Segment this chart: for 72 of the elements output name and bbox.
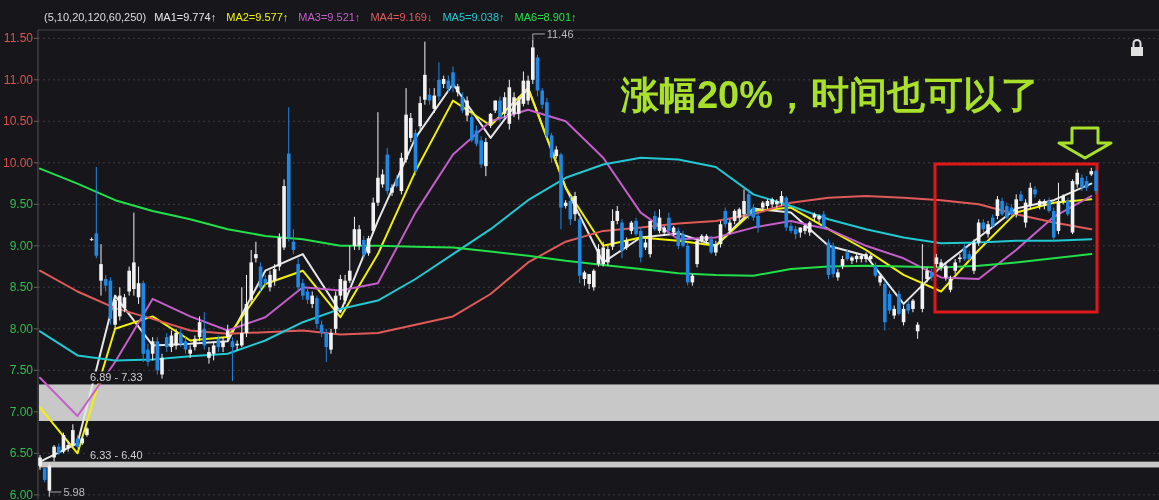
annotation: 11.46 <box>532 27 574 41</box>
candlestick <box>117 286 122 322</box>
candlestick <box>676 227 681 250</box>
candlestick <box>343 274 347 305</box>
candlestick <box>498 95 502 122</box>
candlestick <box>324 328 329 363</box>
y-tick-label: 9.50 <box>9 197 34 212</box>
y-tick-label: 10.50 <box>2 114 34 129</box>
candlestick <box>221 336 225 353</box>
candlestick <box>202 311 207 351</box>
candlestick <box>709 235 713 255</box>
candlestick <box>878 273 882 287</box>
candlestick <box>390 183 394 197</box>
candlestick <box>1094 168 1098 195</box>
candlestick <box>211 340 216 361</box>
y-tick-label: 6.50 <box>9 446 34 461</box>
y-tick-label: 9.00 <box>9 238 34 253</box>
candlestick <box>160 353 164 380</box>
candlestick <box>254 241 258 263</box>
legend: (5,10,20,120,60,250) MA1=9.774↑ MA2=9.577↑ MA3=9.521↑ MA4=9.169↓ MA5=9.038↑ MA6=8.901↑ <box>44 11 577 23</box>
candlestick <box>357 224 361 251</box>
candlestick <box>193 334 197 351</box>
candlestick <box>728 218 732 235</box>
candlestick <box>437 61 441 102</box>
y-tick-label: 10.00 <box>2 155 34 170</box>
annotation: 5.98 <box>48 486 85 498</box>
y-tick-label: 11.00 <box>3 72 34 87</box>
candlestick <box>723 207 728 229</box>
y-tick-label: 11.50 <box>3 31 34 46</box>
candlestick <box>1066 197 1070 217</box>
candlestick <box>756 212 760 234</box>
candlestick <box>836 268 840 282</box>
candlestick <box>817 213 821 224</box>
candlestick <box>1014 193 1019 219</box>
y-tick-label: 6.00 <box>9 487 34 500</box>
candlestick <box>1061 193 1065 205</box>
annotation: 11.46 <box>546 27 574 40</box>
band-label: 6.89 - 7.33 <box>88 371 145 384</box>
candlestick <box>268 270 272 292</box>
candlestick <box>99 243 103 297</box>
candlestick <box>1033 185 1037 199</box>
candlestick <box>850 255 854 265</box>
candlestick <box>897 290 901 317</box>
candlestick <box>742 188 746 218</box>
candlestick <box>667 212 671 234</box>
candlestick <box>653 210 657 232</box>
y-tick-label: 7.00 <box>9 404 34 419</box>
candlestick <box>958 253 962 263</box>
candlestick <box>925 266 929 283</box>
y-tick-label: 8.00 <box>9 321 34 336</box>
candlestick <box>469 112 474 143</box>
candlestick <box>615 205 620 225</box>
candlestick <box>418 95 422 131</box>
candlestick <box>347 245 352 284</box>
candlestick <box>71 423 75 448</box>
y-tick-label: 7.50 <box>9 363 34 378</box>
candlestick <box>164 332 169 353</box>
y-tick-label: 8.50 <box>9 280 34 295</box>
candlestick <box>821 210 826 230</box>
candlestick <box>362 235 366 259</box>
candlestick <box>451 66 455 93</box>
candlestick <box>207 346 211 365</box>
candlestick <box>432 87 437 114</box>
candlestick <box>174 328 178 351</box>
candlestick <box>573 191 577 222</box>
candlestick <box>465 95 469 122</box>
annotation: 5.98 <box>63 486 85 498</box>
candlestick <box>179 328 183 348</box>
title: 涨幅20%，时间也可以了 <box>620 74 1040 116</box>
candlestick <box>329 328 333 355</box>
candlestick <box>695 238 699 268</box>
candlestick <box>526 75 530 106</box>
